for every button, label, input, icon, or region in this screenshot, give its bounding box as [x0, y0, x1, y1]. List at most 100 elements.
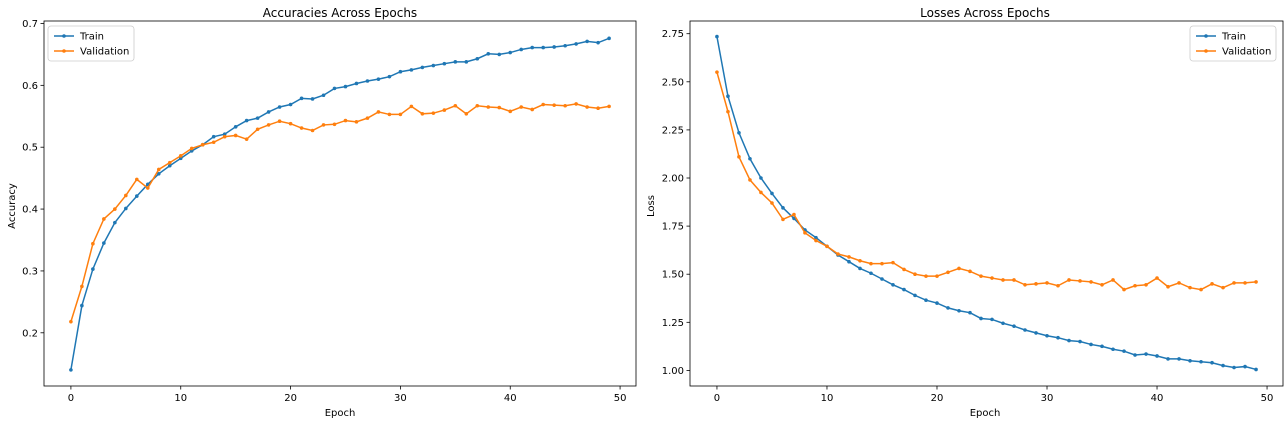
data-point-train	[1188, 358, 1192, 363]
data-point-validation	[1034, 282, 1038, 286]
data-point-validation	[233, 133, 238, 138]
data-point-train	[310, 97, 315, 101]
data-point-validation	[792, 212, 796, 217]
data-point-train	[968, 310, 972, 315]
data-point-validation	[475, 103, 480, 108]
data-point-validation	[737, 155, 741, 159]
data-point-train	[585, 39, 589, 44]
data-point-train	[607, 36, 611, 41]
data-point-validation	[310, 128, 315, 133]
data-point-validation	[1144, 282, 1148, 287]
data-point-train	[1221, 363, 1225, 368]
data-point-train	[1133, 353, 1137, 357]
data-point-train	[1067, 338, 1071, 343]
data-point-validation	[880, 261, 884, 266]
data-point-train	[124, 206, 128, 211]
data-point-validation	[1133, 283, 1137, 288]
x-tick-label: 40	[504, 393, 517, 404]
data-point-train	[1045, 333, 1049, 338]
data-point-validation	[365, 116, 370, 120]
series-line-train	[716, 36, 1257, 371]
data-point-validation	[1111, 278, 1115, 282]
data-point-validation	[814, 238, 818, 243]
data-point-validation	[266, 123, 271, 127]
x-axis-label: Epoch	[970, 408, 1001, 419]
data-point-validation	[1166, 284, 1170, 289]
data-point-validation	[847, 255, 851, 259]
data-point-train	[376, 77, 381, 81]
data-point-train	[530, 45, 535, 50]
data-point-validation	[464, 112, 469, 116]
data-point-validation	[869, 261, 873, 266]
data-point-train	[91, 267, 95, 271]
data-point-train	[1023, 328, 1027, 332]
data-point-validation	[299, 126, 304, 130]
data-point-validation	[1001, 278, 1005, 282]
data-point-train	[343, 84, 348, 89]
data-point-train	[135, 194, 139, 198]
data-point-train	[244, 118, 249, 123]
x-tick-label: 30	[394, 393, 407, 404]
data-point-train	[222, 132, 227, 137]
x-tick-label: 50	[1261, 393, 1274, 404]
legend-label-train: Train	[1221, 32, 1246, 43]
data-point-validation	[924, 274, 928, 278]
data-point-validation	[563, 103, 567, 108]
y-tick-label: 1.75	[662, 222, 684, 233]
data-point-train	[398, 69, 403, 74]
data-point-validation	[1210, 282, 1214, 286]
data-point-validation	[979, 274, 983, 278]
data-point-validation	[1045, 281, 1049, 285]
data-point-validation	[211, 140, 216, 145]
data-point-validation	[1221, 285, 1225, 290]
data-point-train	[453, 60, 458, 64]
x-tick-label: 10	[174, 393, 187, 404]
data-point-validation	[1199, 287, 1203, 292]
data-point-validation	[1089, 280, 1093, 284]
data-point-validation	[902, 267, 906, 272]
data-point-train	[781, 206, 785, 210]
data-point-train	[387, 74, 392, 79]
data-point-validation	[957, 266, 961, 271]
data-point-train	[814, 235, 818, 240]
data-point-train	[1111, 347, 1115, 352]
data-point-validation	[189, 146, 194, 151]
x-tick-label: 0	[714, 393, 720, 404]
legend-swatch-marker	[1204, 34, 1208, 38]
data-point-validation	[244, 137, 249, 141]
data-point-validation	[913, 272, 917, 277]
loss-chart: Losses Across Epochs Epoch Loss 0 10 20 30 4…	[646, 6, 1284, 419]
data-point-validation	[508, 109, 513, 114]
data-point-validation	[770, 201, 774, 205]
data-point-train	[442, 61, 447, 66]
data-point-validation	[574, 102, 578, 106]
x-tick-label: 50	[614, 393, 627, 404]
data-point-train	[913, 293, 917, 298]
y-tick-label: 0.7	[22, 19, 38, 30]
data-point-train	[902, 287, 906, 292]
data-point-validation	[1100, 282, 1104, 287]
data-point-train	[475, 56, 480, 61]
legend-swatch-marker	[62, 34, 66, 38]
data-point-validation	[486, 105, 491, 109]
data-point-validation	[968, 269, 972, 274]
y-axis-label: Accuracy	[7, 183, 18, 229]
data-point-train	[1056, 335, 1060, 340]
data-point-train	[891, 282, 895, 287]
data-point-train	[1243, 364, 1247, 369]
data-point-validation	[803, 231, 807, 235]
data-point-train	[167, 163, 172, 168]
accuracy-chart: Accuracies Across Epochs Epoch Accuracy …	[7, 6, 637, 419]
data-point-validation	[781, 217, 785, 222]
legend-label-train: Train	[79, 32, 104, 43]
data-point-validation	[1232, 281, 1236, 285]
data-point-train	[1122, 349, 1126, 353]
data-point-validation	[277, 119, 282, 124]
data-point-train	[759, 176, 763, 180]
data-point-train	[924, 298, 928, 302]
data-point-train	[113, 220, 117, 225]
data-point-train	[321, 93, 326, 98]
legend-box	[1189, 25, 1277, 62]
data-point-validation	[1056, 283, 1060, 288]
